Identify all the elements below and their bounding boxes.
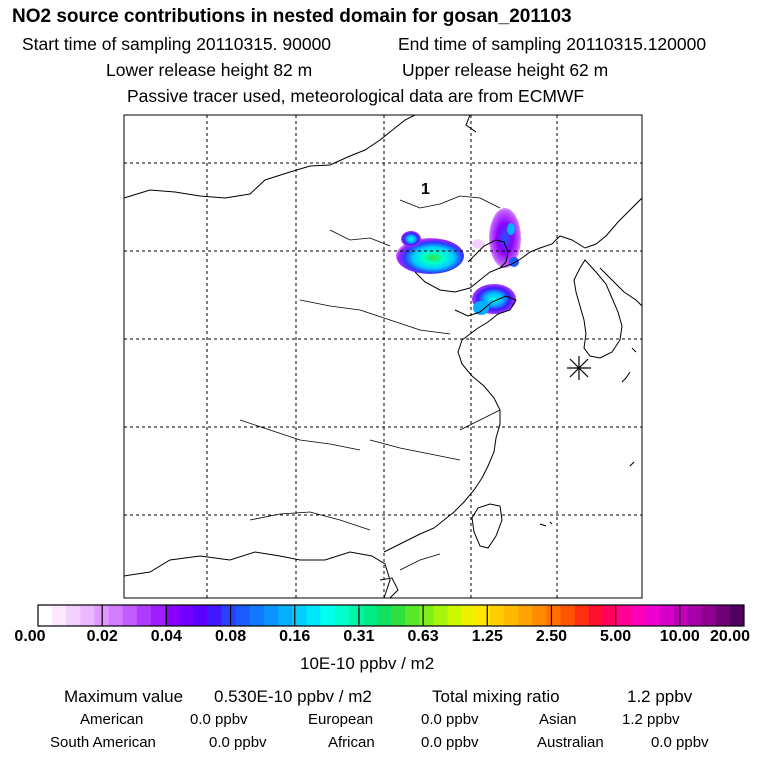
region-name-american: American (80, 711, 144, 728)
colorbar-tick-label: 20.00 (709, 628, 751, 645)
data-source-note: Passive tracer used, meteorological data… (127, 86, 585, 106)
colorbar-cell (391, 605, 406, 626)
colorbar-tick-label: 0.08 (214, 628, 247, 645)
colorbar-cell (249, 605, 265, 626)
colorbar-cell (278, 605, 293, 626)
colorbar-tick-label: 0.00 (14, 628, 46, 645)
colorbar-cell (320, 605, 335, 626)
region-name-african: African (328, 734, 375, 751)
colorbar-frame (37, 604, 745, 627)
colorbar-cell (588, 605, 604, 626)
region-name-australian: Australian (537, 734, 604, 751)
colorbar-cell (362, 605, 378, 626)
coastlines (124, 115, 642, 598)
region-name-european: European (308, 711, 374, 728)
colorbar-tick-label: 0.02 (86, 628, 118, 645)
colorbar-cell (405, 605, 420, 626)
colorbar-cell (602, 605, 618, 626)
plot-title: NO2 source contributions in nested domai… (12, 6, 572, 27)
colorbar-cell (193, 605, 208, 626)
colorbar-cell (263, 605, 279, 626)
no2-plume-beijing (396, 231, 464, 274)
colorbar-cell (574, 605, 590, 626)
colorbar-cell (546, 605, 561, 626)
lower-release-height: Lower release height 82 m (106, 60, 313, 80)
gosan-station-asterisk (567, 356, 591, 380)
colorbar-cell (292, 605, 307, 626)
colorbar-cell (376, 605, 392, 626)
colorbar-cell (306, 605, 321, 626)
colorbar-cell (518, 605, 533, 626)
region-name-south-american: South American (50, 734, 156, 751)
colorbar-tick-label: 0.63 (407, 628, 439, 645)
total-mixing-label: Total mixing ratio (432, 687, 560, 706)
total-mixing-value: 1.2 ppbv (627, 687, 693, 706)
region-value-australian: 0.0 ppbv (651, 734, 709, 751)
colorbar-tick-label: 0.31 (343, 628, 375, 645)
region-number-label: 1 (421, 181, 430, 198)
colorbar-cell (659, 605, 674, 626)
colorbar-units: 10E-10 ppbv / m2 (300, 654, 435, 673)
colorbar-cell (687, 605, 703, 626)
colorbar-cell (715, 605, 731, 626)
colorbar-cell (334, 605, 350, 626)
colorbar-tick-label: 10.00 (659, 628, 700, 645)
upper-release-height: Upper release height 62 m (402, 60, 609, 80)
colorbar-cell (503, 605, 519, 626)
colorbar-cell (207, 605, 222, 626)
colorbar-cell (701, 605, 717, 626)
colorbar-tick-label: 1.25 (471, 628, 503, 645)
colorbar-tick-label: 0.04 (150, 628, 182, 645)
no2-plume-liaoning (472, 208, 521, 268)
region-value-asian: 1.2 ppbv (622, 711, 680, 728)
colorbar-cell (235, 605, 251, 626)
colorbar-cell (616, 605, 632, 626)
region-value-european: 0.0 ppbv (421, 711, 479, 728)
colorbar-cell (673, 605, 688, 626)
colorbar-cell (645, 605, 660, 626)
colorbar-cell (348, 605, 364, 626)
colorbar-cell (108, 605, 124, 626)
colorbar-tick-label: 2.50 (535, 628, 568, 645)
lat-lon-grid (124, 115, 642, 598)
region-value-african: 0.0 ppbv (421, 734, 479, 751)
max-value-label: Maximum value (64, 687, 184, 706)
colorbar-cell (136, 605, 152, 626)
colorbar-cell (221, 605, 237, 626)
colorbar-cell (80, 605, 95, 626)
colorbar-cell (631, 605, 646, 626)
sampling-start: Start time of sampling 20110315. 90000 (22, 34, 332, 54)
colorbar-cell (532, 605, 547, 626)
colorbar-cell (461, 605, 477, 626)
colorbar-cell (560, 605, 575, 626)
region-value-south-american: 0.0 ppbv (209, 734, 267, 751)
colorbar-cell (66, 605, 81, 626)
colorbar-cell (165, 605, 180, 626)
max-value: 0.530E-10 ppbv / m2 (214, 687, 372, 706)
region-value-american: 0.0 ppbv (190, 711, 248, 728)
region-name-asian: Asian (539, 711, 577, 728)
colorbar-tick-label: 5.00 (600, 628, 632, 645)
colorbar-cell (150, 605, 166, 626)
colorbar-cell (475, 605, 491, 626)
colorbar-cell (179, 605, 194, 626)
colorbar-cell (122, 605, 138, 626)
colorbar-cell (489, 605, 505, 626)
colorbar-cell (52, 605, 67, 626)
no2-plume-shandong (472, 284, 516, 315)
colorbar-cell (433, 605, 448, 626)
colorbar-cell (419, 605, 434, 626)
colorbar-cell (729, 605, 745, 626)
colorbar-cell (38, 605, 53, 626)
sampling-end: End time of sampling 20110315.120000 (398, 34, 707, 54)
map-frame (123, 114, 643, 599)
colorbar-tick-label: 0.16 (279, 628, 311, 645)
colorbar-cell (447, 605, 462, 626)
